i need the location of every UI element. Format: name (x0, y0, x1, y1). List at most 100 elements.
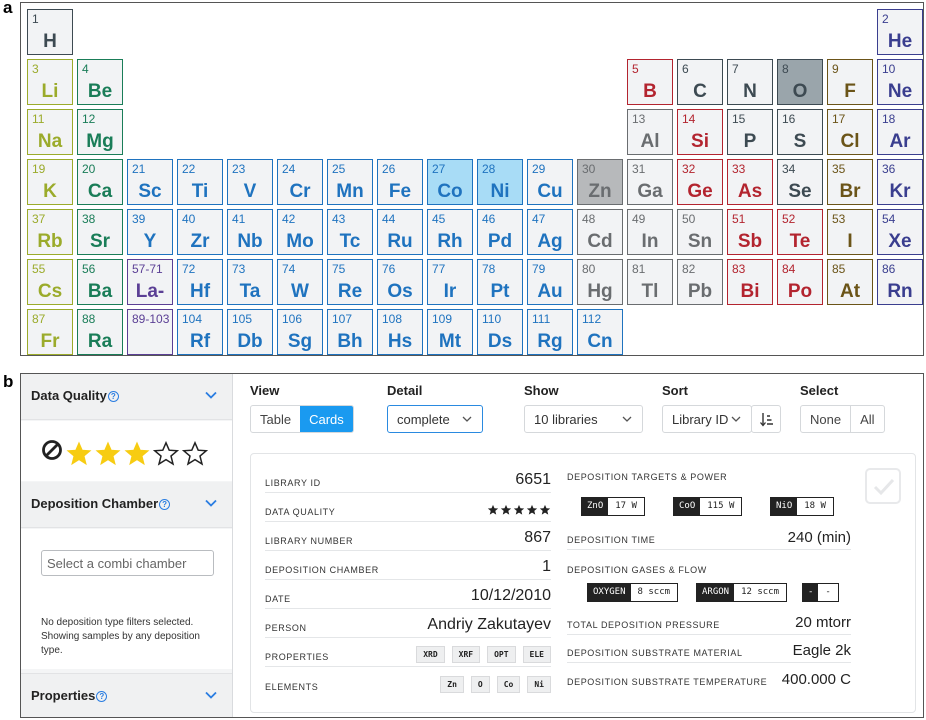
element-tile[interactable]: 76 Os (377, 259, 423, 305)
select-card-checkbox[interactable] (865, 468, 901, 504)
element-tile[interactable]: 46 Pd (477, 209, 523, 255)
element-tile[interactable]: 11 Na (27, 109, 73, 155)
help-icon[interactable]: ? (107, 391, 119, 402)
element-tile[interactable]: 57-71 La- (127, 259, 173, 305)
clear-rating-icon[interactable] (41, 439, 63, 461)
element-tile[interactable]: 56 Ba (77, 259, 123, 305)
element-tile[interactable]: 33 As (727, 159, 773, 205)
element-tile[interactable]: 75 Re (327, 259, 373, 305)
star-icon[interactable] (124, 441, 150, 467)
star-icon[interactable] (182, 441, 208, 467)
element-tile[interactable]: 28 Ni (477, 159, 523, 205)
element-tile[interactable]: 55 Cs (27, 259, 73, 305)
element-tile[interactable]: 86 Rn (877, 259, 923, 305)
element-tile[interactable]: 26 Fe (377, 159, 423, 205)
sort-direction-button[interactable] (751, 405, 781, 433)
element-tile[interactable]: 25 Mn (327, 159, 373, 205)
element-tile[interactable]: 35 Br (827, 159, 873, 205)
element-tile[interactable]: 84 Po (777, 259, 823, 305)
element-tile[interactable]: 34 Se (777, 159, 823, 205)
element-tile[interactable]: 49 In (627, 209, 673, 255)
element-tile[interactable]: 104 Rf (177, 309, 223, 355)
star-icon[interactable] (153, 441, 179, 467)
properties-header[interactable]: Properties? (21, 673, 232, 717)
element-tile[interactable]: 106 Sg (277, 309, 323, 355)
data-quality-header[interactable]: Data Quality? (21, 374, 232, 420)
element-tile[interactable]: 50 Sn (677, 209, 723, 255)
element-tile[interactable]: 79 Au (527, 259, 573, 305)
element-tile[interactable]: 23 V (227, 159, 273, 205)
element-tile[interactable]: 12 Mg (77, 109, 123, 155)
chevron-down-icon[interactable] (204, 496, 218, 510)
element-tile[interactable]: 21 Sc (127, 159, 173, 205)
element-tile[interactable]: 81 Tl (627, 259, 673, 305)
element-tile[interactable]: 41 Nb (227, 209, 273, 255)
element-tile[interactable]: 32 Ge (677, 159, 723, 205)
element-tile[interactable]: 89-103 (127, 309, 173, 355)
deposition-chamber-header[interactable]: Deposition Chamber? (21, 482, 232, 528)
element-tile[interactable]: 17 Cl (827, 109, 873, 155)
element-tile[interactable]: 48 Cd (577, 209, 623, 255)
element-tile[interactable]: 44 Ru (377, 209, 423, 255)
element-tile[interactable]: 42 Mo (277, 209, 323, 255)
select-none-button[interactable]: None (810, 412, 842, 427)
element-tile[interactable]: 52 Te (777, 209, 823, 255)
chamber-select[interactable]: Select a combi chamber (41, 550, 214, 576)
element-tile[interactable]: 37 Rb (27, 209, 73, 255)
element-tile[interactable]: 85 At (827, 259, 873, 305)
element-tile[interactable]: 30 Zn (577, 159, 623, 205)
view-cards-button[interactable]: Cards (300, 406, 353, 432)
element-tile[interactable]: 82 Pb (677, 259, 723, 305)
element-tile[interactable]: 72 Hf (177, 259, 223, 305)
element-tile[interactable]: 2 He (877, 9, 923, 55)
help-icon[interactable]: ? (159, 499, 171, 510)
chevron-down-icon[interactable] (204, 688, 218, 702)
element-tile[interactable]: 110 Ds (477, 309, 523, 355)
help-icon[interactable]: ? (96, 691, 108, 702)
element-tile[interactable]: 74 W (277, 259, 323, 305)
select-all-button[interactable]: All (850, 406, 883, 432)
element-tile[interactable]: 109 Mt (427, 309, 473, 355)
element-tile[interactable]: 20 Ca (77, 159, 123, 205)
element-tile[interactable]: 16 S (777, 109, 823, 155)
element-tile[interactable]: 53 I (827, 209, 873, 255)
element-tile[interactable]: 14 Si (677, 109, 723, 155)
element-tile[interactable]: 4 Be (77, 59, 123, 105)
element-tile[interactable]: 39 Y (127, 209, 173, 255)
element-tile[interactable]: 88 Ra (77, 309, 123, 355)
element-tile[interactable]: 36 Kr (877, 159, 923, 205)
element-tile[interactable]: 78 Pt (477, 259, 523, 305)
element-tile[interactable]: 31 Ga (627, 159, 673, 205)
element-tile[interactable]: 19 K (27, 159, 73, 205)
element-tile[interactable]: 38 Sr (77, 209, 123, 255)
element-tile[interactable]: 54 Xe (877, 209, 923, 255)
element-tile[interactable]: 10 Ne (877, 59, 923, 105)
view-table-button[interactable]: Table (260, 412, 292, 427)
element-tile[interactable]: 83 Bi (727, 259, 773, 305)
element-tile[interactable]: 29 Cu (527, 159, 573, 205)
detail-dropdown[interactable]: complete (387, 405, 483, 433)
element-tile[interactable]: 18 Ar (877, 109, 923, 155)
show-dropdown[interactable]: 10 libraries (524, 405, 643, 433)
element-tile[interactable]: 107 Bh (327, 309, 373, 355)
element-tile[interactable]: 47 Ag (527, 209, 573, 255)
element-tile[interactable]: 105 Db (227, 309, 273, 355)
element-tile[interactable]: 51 Sb (727, 209, 773, 255)
element-tile[interactable]: 111 Rg (527, 309, 573, 355)
element-tile[interactable]: 22 Ti (177, 159, 223, 205)
sort-dropdown[interactable]: Library ID (662, 405, 752, 433)
element-tile[interactable]: 87 Fr (27, 309, 73, 355)
element-tile[interactable]: 24 Cr (277, 159, 323, 205)
element-tile[interactable]: 77 Ir (427, 259, 473, 305)
element-tile[interactable]: 13 Al (627, 109, 673, 155)
star-icon[interactable] (66, 441, 92, 467)
star-icon[interactable] (95, 441, 121, 467)
element-tile[interactable]: 80 Hg (577, 259, 623, 305)
element-tile[interactable]: 73 Ta (227, 259, 273, 305)
